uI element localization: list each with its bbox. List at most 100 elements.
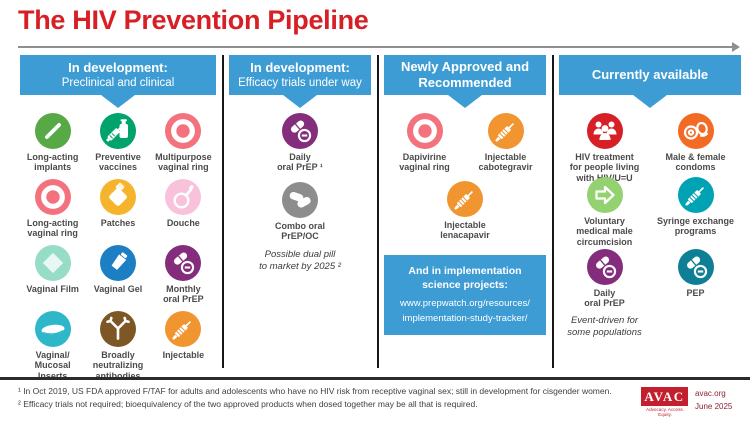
item-label: Injectable lenacapavir	[440, 219, 490, 240]
item-label: Daily oral PrEP	[584, 288, 625, 309]
implant-icon	[34, 113, 71, 149]
combo-pills-icon	[281, 181, 318, 218]
item-label: Preventive vaccines	[95, 152, 141, 173]
people-icon	[586, 113, 623, 149]
pill-capsule-icon	[165, 245, 202, 281]
item-label: Male & female condoms	[665, 152, 726, 173]
item-label: Voluntary medical male circumcision	[576, 216, 633, 247]
pipeline-item: Preventive vaccines	[85, 113, 150, 179]
pill-capsule-icon	[281, 113, 318, 149]
publish-date: June 2025	[695, 401, 733, 411]
column-header: Newly Approved and Recommended	[384, 55, 546, 95]
header-line2: Preclinical and clinical	[61, 76, 175, 89]
item-row: Dapivirine vaginal ring Injectable cabot…	[384, 108, 546, 173]
item-label: Douche	[166, 218, 200, 228]
column-note: Possible dual pill to market by 2025 ²	[259, 249, 341, 273]
column-header: Currently available	[559, 55, 741, 95]
item-label: Vaginal Film	[26, 284, 79, 294]
pipeline-item: Dapivirine vaginal ring	[384, 113, 465, 173]
column-divider	[377, 55, 379, 368]
pipeline-item: Male & female condoms	[650, 113, 741, 177]
douche-icon	[165, 179, 202, 215]
item-label: Injectable	[162, 350, 205, 360]
chevron-down-icon	[101, 95, 135, 108]
pipeline-item: Vaginal Gel	[85, 245, 150, 311]
item-label: PEP	[686, 288, 705, 298]
footnote-2: ² Efficacy trials not required; bioequiv…	[18, 399, 478, 410]
vaginal-ring-icon	[34, 179, 71, 215]
callout-url: www.prepwatch.org/resources/ implementat…	[388, 297, 542, 326]
pipeline-item: Daily oral PrEP	[559, 249, 650, 309]
item-label: Vaginal Gel	[93, 284, 143, 294]
pipeline-item: Long-acting implants	[20, 113, 85, 179]
pill-capsule-icon	[586, 249, 623, 285]
pipeline-item: Multipurpose vaginal ring	[151, 113, 216, 179]
column-newly-approved: Newly Approved and Recommended Dapivirin…	[384, 55, 546, 335]
implementation-callout: And in implementation science projects: …	[384, 255, 546, 335]
header-line1: In development:	[68, 60, 168, 76]
avac-site: avac.org	[695, 389, 726, 398]
pipeline-item: Vaginal Film	[20, 245, 85, 311]
item-list: Dapivirine vaginal ring Injectable cabot…	[384, 108, 546, 335]
item-label: Patches	[100, 218, 136, 228]
item-label: Vaginal/ Mucosal Inserts	[34, 350, 71, 381]
callout-url-line1: www.prepwatch.org/resources/	[400, 298, 530, 310]
header-line1: Newly Approved and	[400, 59, 530, 75]
column-note: Event-driven for some populations	[567, 314, 642, 338]
callout-heading: And in implementation science projects:	[408, 265, 522, 291]
pipeline-item: Daily oral PrEP ¹	[277, 113, 323, 173]
chevron-down-icon	[283, 95, 317, 108]
pipeline-item: Patches	[85, 179, 150, 245]
syringe-icon	[165, 311, 202, 347]
item-label: Daily oral PrEP ¹	[277, 152, 323, 173]
pipeline-item: Voluntary medical male circumcision	[559, 177, 650, 249]
footnotes: ¹ In Oct 2019, US FDA approved F/TAF for…	[18, 385, 612, 411]
item-grid: Long-acting implants Preventive vaccines…	[20, 108, 216, 381]
header-line2: Efficacy trials under way	[238, 76, 362, 89]
pipeline-item: HIV treatment for people living with HIV…	[559, 113, 650, 183]
item-label: Multipurpose vaginal ring	[155, 152, 212, 173]
item-label: HIV treatment for people living with HIV…	[569, 152, 640, 183]
item-label: Combo oral PrEP/OC	[274, 220, 325, 241]
footnote-1: ¹ In Oct 2019, US FDA approved F/TAF for…	[18, 386, 612, 396]
pipeline-item: Vaginal/ Mucosal Inserts	[20, 311, 85, 381]
column-divider	[552, 55, 554, 368]
condoms-icon	[677, 113, 714, 149]
chevron-down-icon	[448, 95, 482, 108]
chevron-down-icon	[633, 95, 667, 108]
column-currently-available: Currently available HIV treatment for pe…	[559, 55, 741, 339]
timeline-arrow-icon	[732, 42, 740, 52]
logo-site-date: avac.org June 2025	[695, 388, 732, 414]
pipeline-item: Combo oral PrEP/OC	[274, 181, 325, 242]
column-header: In development: Preclinical and clinical	[20, 55, 216, 95]
item-label: Syringe exchange programs	[656, 216, 735, 237]
header-line1: In development:	[250, 60, 350, 76]
item-label: Long-acting vaginal ring	[26, 218, 79, 239]
vaginal-ring-icon	[165, 113, 202, 149]
pipeline-item: Monthly oral PrEP	[151, 245, 216, 311]
vaccine-syringe-icon	[99, 113, 136, 149]
page-title: The HIV Prevention Pipeline	[18, 5, 369, 35]
callout-url-line2: implementation-study-tracker/	[402, 312, 528, 324]
pipeline-item: Broadly neutralizing antibodies	[85, 311, 150, 381]
gel-tube-icon	[99, 245, 136, 281]
column-header: In development: Efficacy trials under wa…	[229, 55, 371, 95]
footer-divider	[0, 377, 750, 380]
timeline-axis	[18, 42, 740, 52]
pipeline-item: Injectable cabotegravir	[465, 113, 546, 173]
pipeline-item: Long-acting vaginal ring	[20, 179, 85, 245]
syringe-icon	[677, 177, 714, 213]
avac-logo: AVAC	[641, 387, 688, 406]
antibody-icon	[99, 311, 136, 347]
item-label: Long-acting implants	[26, 152, 79, 173]
column-efficacy-trials: In development: Efficacy trials under wa…	[229, 55, 371, 274]
avac-tagline: Advocacy. Access. Equity.	[646, 407, 684, 417]
column-divider	[222, 55, 224, 368]
patch-icon	[99, 179, 136, 215]
item-label: Injectable cabotegravir	[478, 152, 533, 173]
item-grid: HIV treatment for people living with HIV…	[559, 108, 741, 339]
header-line1: Currently available	[591, 67, 709, 83]
item-list: Daily oral PrEP ¹ Combo oral PrEP/OC Pos…	[229, 108, 371, 274]
pipeline-item: Douche	[151, 179, 216, 245]
